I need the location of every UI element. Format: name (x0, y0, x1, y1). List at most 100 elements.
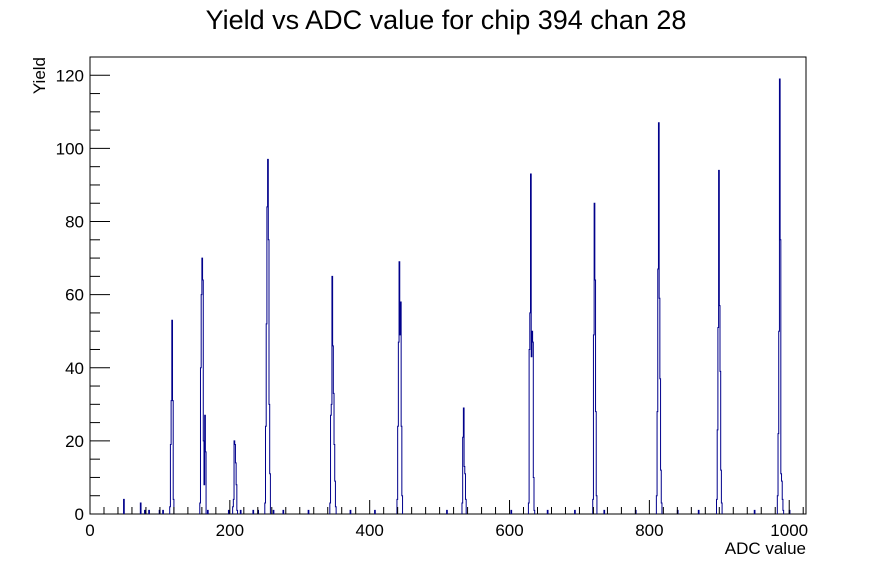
y-axis: 0 20 40 60 80 100 120 (56, 56, 110, 524)
x-tick-label: 800 (635, 521, 663, 540)
histogram-bin (203, 441, 204, 514)
histogram-bin (720, 371, 721, 514)
histogram-bin (332, 276, 333, 514)
histogram-bin (657, 412, 658, 514)
histogram-bin (660, 379, 661, 514)
histogram-bin (463, 408, 464, 514)
plot-frame (89, 56, 807, 515)
histogram-bin (658, 123, 659, 514)
histogram-bin (237, 510, 238, 514)
histogram-bin (202, 258, 203, 514)
histogram-bin (447, 510, 448, 514)
histogram-bin (778, 434, 779, 514)
histogram-bin (511, 510, 512, 514)
histogram-bin (333, 393, 334, 514)
x-axis-label: ADC value (725, 539, 806, 558)
histogram-bin (234, 441, 235, 514)
histogram-bin (782, 499, 783, 514)
chart-title: Yield vs ADC value for chip 394 chan 28 (206, 5, 687, 35)
histogram-bin (464, 466, 465, 514)
histogram-series (123, 78, 791, 514)
histogram-bin (783, 510, 784, 514)
histogram-bin (233, 499, 234, 514)
x-tick-label: 200 (216, 521, 244, 540)
histogram-bin (399, 262, 400, 514)
histogram-bin (266, 324, 267, 514)
histogram-bin (659, 298, 660, 514)
histogram-bin (462, 503, 463, 514)
histogram-bin (593, 335, 594, 514)
x-tick-label: 600 (495, 521, 523, 540)
histogram-bin (140, 503, 141, 514)
histogram-bin (233, 507, 234, 514)
histogram-bin (596, 496, 597, 514)
histogram-bin (594, 203, 595, 514)
histogram-bin (754, 510, 755, 514)
histogram-bin (124, 499, 125, 514)
histogram-bin (721, 470, 722, 514)
histogram-bin (661, 503, 662, 514)
histogram-bin (172, 320, 173, 514)
histogram-bin (398, 342, 399, 514)
histogram-bin (528, 503, 529, 514)
histogram-bin (604, 510, 605, 514)
histogram-bin (334, 445, 335, 514)
histogram-bin (200, 503, 201, 514)
histogram-bin (235, 445, 236, 514)
histogram-bin (205, 452, 206, 514)
x-tick-label: 400 (356, 521, 384, 540)
histogram-bin (170, 507, 171, 514)
y-tick-label: 0 (75, 505, 84, 524)
histogram-bin (531, 174, 532, 514)
histogram-bin (782, 481, 783, 514)
histogram-bin (721, 503, 722, 514)
histogram-bin (533, 477, 534, 514)
histogram-bins (124, 79, 790, 514)
histogram-bin (163, 510, 164, 514)
histogram-bin (266, 426, 267, 514)
histogram-bin (777, 496, 778, 514)
x-axis: 0 200 400 600 800 1000 (85, 500, 808, 540)
y-tick-label: 60 (65, 286, 84, 305)
histogram-bin (350, 510, 351, 514)
histogram-bin (268, 159, 269, 514)
histogram-bin (779, 79, 780, 514)
histogram-bin (200, 368, 201, 514)
histogram-bin (533, 342, 534, 514)
histogram-bin (331, 415, 332, 514)
histogram-bin (530, 313, 531, 514)
histogram-bin (273, 510, 274, 514)
histogram-bin (228, 510, 229, 514)
histogram-bin (330, 503, 331, 514)
histogram-bin (205, 415, 206, 514)
y-tick-label: 120 (56, 66, 84, 85)
histogram-bin (269, 404, 270, 514)
histogram-bin (698, 510, 699, 514)
histogram-bin (656, 496, 657, 514)
histogram-bin (779, 331, 780, 514)
histogram-bin (145, 510, 146, 514)
histogram-bin (331, 404, 332, 514)
histogram-bin (400, 302, 401, 514)
histogram-bin (780, 240, 781, 514)
histogram-bin (236, 485, 237, 514)
histogram-bin (335, 507, 336, 514)
histogram-bin (375, 510, 376, 514)
histogram-bin (398, 426, 399, 514)
histogram-bin (267, 207, 268, 514)
y-axis-label: Yield (30, 57, 49, 94)
histogram-bin (149, 510, 150, 514)
histogram-bin (719, 306, 720, 514)
histogram-bin (596, 412, 597, 514)
y-tick-label: 80 (65, 213, 84, 232)
histogram-bin (529, 349, 530, 514)
histogram-bin (717, 499, 718, 514)
x-tick-label: 1000 (770, 521, 808, 540)
histogram-bin (265, 503, 266, 514)
histogram-bin (718, 328, 719, 514)
histogram-bin (333, 346, 334, 514)
histogram-bin (465, 474, 466, 514)
histogram-bin (170, 445, 171, 514)
histogram-bin (240, 510, 241, 514)
